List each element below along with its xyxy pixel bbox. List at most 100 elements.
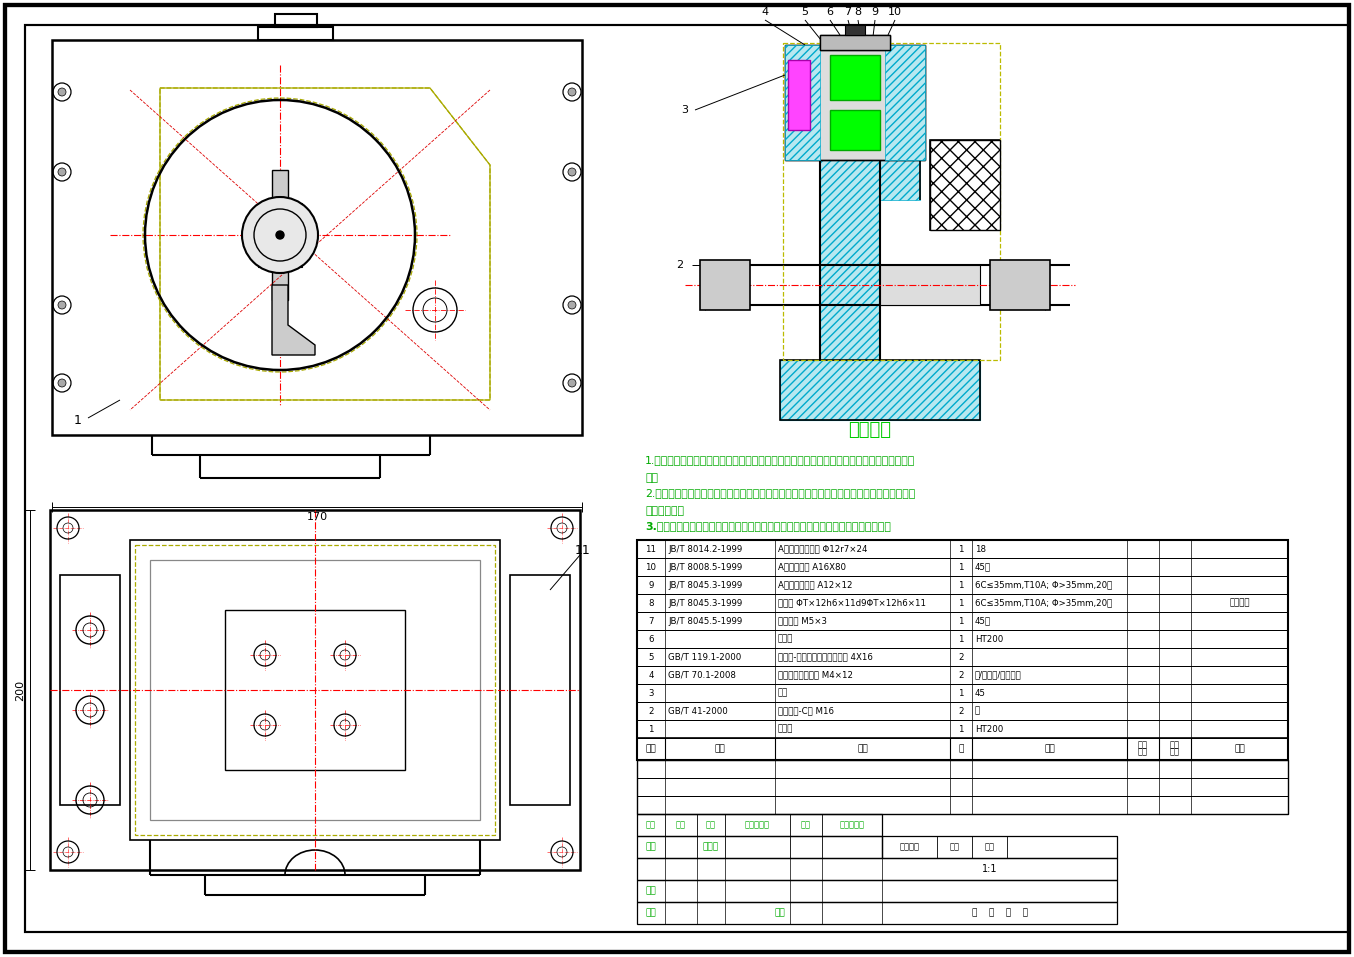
Text: 6: 6 [826, 7, 834, 17]
Text: 配。: 配。 [645, 473, 658, 483]
Text: 2.零件在装配前必须清理和清洗干净，不得有毛刺、飞边、氧化皮、锈蚀、切屑、油污、着色: 2.零件在装配前必须清理和清洗干净，不得有毛刺、飞边、氧化皮、锈蚀、切屑、油污、… [645, 488, 915, 498]
Text: 总计: 总计 [1170, 741, 1179, 749]
Circle shape [58, 168, 66, 176]
Polygon shape [880, 45, 919, 200]
Text: 10: 10 [646, 563, 657, 571]
Text: 2: 2 [959, 653, 964, 661]
Text: A型固定夹紧衬箍 Φ12r7×24: A型固定夹紧衬箍 Φ12r7×24 [779, 545, 868, 553]
Text: JB/T 8045.3-1999: JB/T 8045.3-1999 [668, 581, 742, 590]
Polygon shape [272, 285, 315, 355]
Text: 设计: 设计 [646, 842, 657, 852]
Text: 重量: 重量 [1170, 747, 1179, 756]
Text: 更改文件号: 更改文件号 [745, 820, 770, 830]
Polygon shape [780, 360, 980, 420]
Text: 4: 4 [761, 7, 769, 17]
Text: 处数: 处数 [676, 820, 686, 830]
Polygon shape [830, 110, 880, 150]
Text: 11: 11 [646, 545, 657, 553]
Circle shape [242, 197, 318, 273]
Text: 2: 2 [959, 671, 964, 679]
Polygon shape [788, 60, 810, 130]
Text: 心轴: 心轴 [779, 688, 788, 698]
Text: 快换套 ΦT×12h6×11d9ΦT×12h6×11: 快换套 ΦT×12h6×11d9ΦT×12h6×11 [779, 598, 926, 608]
Polygon shape [830, 55, 880, 100]
Text: 内六角圆柱头螺钉 M4×12: 内六角圆柱头螺钉 M4×12 [779, 671, 853, 679]
Text: 1: 1 [649, 724, 654, 733]
Polygon shape [930, 140, 1001, 230]
Circle shape [58, 88, 66, 96]
Text: 比例: 比例 [984, 842, 994, 852]
Text: 8: 8 [649, 598, 654, 608]
Text: 5: 5 [649, 653, 654, 661]
Text: 170: 170 [306, 512, 328, 522]
Text: 3.装配前应对零、部件的主要配合只寸，特别是过渡配合只寸及相关精度进行复查。: 3.装配前应对零、部件的主要配合只寸，特别是过渡配合只寸及相关精度进行复查。 [645, 521, 891, 531]
Circle shape [567, 379, 575, 387]
Text: 1: 1 [959, 598, 964, 608]
Text: 签名: 签名 [802, 820, 811, 830]
Text: 共    套    第    张: 共 套 第 张 [972, 908, 1028, 918]
Text: 45: 45 [975, 688, 986, 698]
Text: 1:1: 1:1 [982, 864, 998, 874]
Text: 钢/不锈钢/有色金属: 钢/不锈钢/有色金属 [975, 671, 1022, 679]
Text: 批准: 批准 [774, 908, 785, 918]
Text: 2: 2 [677, 260, 684, 270]
Text: 钻模板: 钻模板 [779, 634, 793, 643]
Text: 1: 1 [959, 563, 964, 571]
Text: HT200: HT200 [975, 634, 1003, 643]
Text: 4: 4 [649, 671, 654, 679]
Text: 插图注释: 插图注释 [1229, 598, 1250, 608]
Text: A型钻套用衬套 A12×12: A型钻套用衬套 A12×12 [779, 581, 853, 590]
Text: 备注: 备注 [1233, 745, 1244, 753]
Text: 标记: 标记 [646, 820, 655, 830]
Polygon shape [821, 45, 880, 360]
Text: A型快换垫圈 A16X80: A型快换垫圈 A16X80 [779, 563, 846, 571]
Text: 1: 1 [959, 616, 964, 626]
Text: 11: 11 [575, 544, 590, 557]
Polygon shape [880, 265, 980, 305]
Text: 2: 2 [959, 706, 964, 716]
Text: 2: 2 [649, 706, 654, 716]
Text: 18: 18 [975, 545, 986, 553]
Text: 8: 8 [854, 7, 861, 17]
Text: 6C≤35mm,T10A; Φ>35mm,20钢: 6C≤35mm,T10A; Φ>35mm,20钢 [975, 581, 1112, 590]
Text: 45钢: 45钢 [975, 563, 991, 571]
Polygon shape [990, 260, 1049, 310]
Polygon shape [845, 25, 865, 35]
Text: 剂和灰尘等。: 剂和灰尘等。 [645, 506, 684, 516]
Text: 3: 3 [681, 105, 688, 115]
Polygon shape [700, 260, 750, 310]
Text: GB/T 70.1-2008: GB/T 70.1-2008 [668, 671, 735, 679]
Text: JB/T 8008.5-1999: JB/T 8008.5-1999 [668, 563, 742, 571]
Text: GB/T 119.1-2000: GB/T 119.1-2000 [668, 653, 741, 661]
Text: 重量: 重量 [1137, 747, 1148, 756]
Text: 1: 1 [959, 724, 964, 733]
Text: 名称: 名称 [857, 745, 868, 753]
Text: 钻套螺钉 M5×3: 钻套螺钉 M5×3 [779, 616, 827, 626]
Text: 5: 5 [802, 7, 808, 17]
Text: 6C≤35mm,T10A; Φ>35mm,20钢: 6C≤35mm,T10A; Φ>35mm,20钢 [975, 598, 1112, 608]
Text: 分区: 分区 [705, 820, 716, 830]
Circle shape [567, 168, 575, 176]
Text: 7: 7 [845, 7, 852, 17]
Text: 10: 10 [888, 7, 902, 17]
Text: 钢: 钢 [975, 706, 980, 716]
Text: 7: 7 [649, 616, 654, 626]
Text: 年、月、日: 年、月、日 [839, 820, 864, 830]
Text: 审核: 审核 [646, 886, 657, 896]
Text: 材料: 材料 [1044, 745, 1055, 753]
Text: 45钢: 45钢 [975, 616, 991, 626]
Polygon shape [821, 35, 890, 50]
Text: 工艺: 工艺 [646, 908, 657, 918]
Polygon shape [785, 45, 925, 160]
Text: 3: 3 [649, 688, 654, 698]
Circle shape [276, 231, 284, 239]
Text: 六角螺母-C级 M16: 六角螺母-C级 M16 [779, 706, 834, 716]
Text: 9: 9 [649, 581, 654, 590]
Text: 代号: 代号 [715, 745, 726, 753]
Text: JB/T 8014.2-1999: JB/T 8014.2-1999 [668, 545, 742, 553]
Text: 重量: 重量 [949, 842, 960, 852]
Polygon shape [886, 45, 925, 160]
Text: 标准化: 标准化 [703, 842, 719, 852]
Text: JB/T 8045.5-1999: JB/T 8045.5-1999 [668, 616, 742, 626]
Text: GB/T 41-2000: GB/T 41-2000 [668, 706, 727, 716]
